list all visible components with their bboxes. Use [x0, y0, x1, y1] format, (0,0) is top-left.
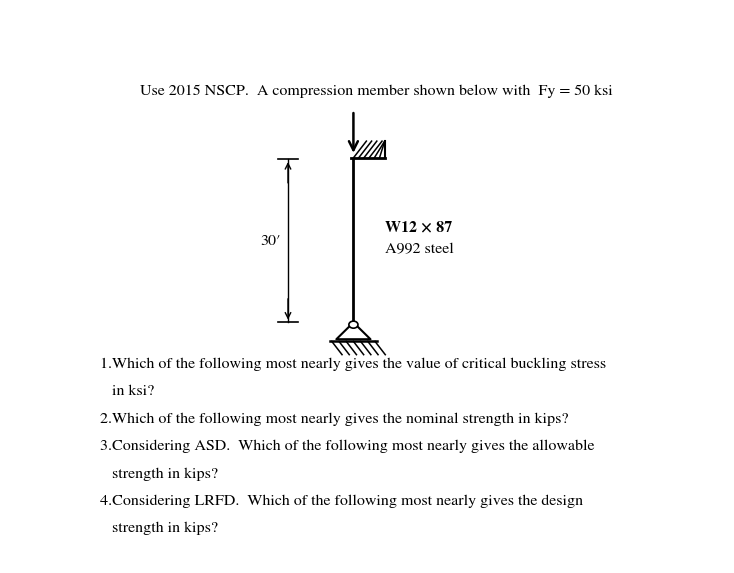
- Text: Use 2015 NSCP.  A compression member shown below with  Fy = 50 ksi: Use 2015 NSCP. A compression member show…: [139, 84, 613, 97]
- Text: A992 steel: A992 steel: [385, 243, 454, 256]
- Text: in ksi?: in ksi?: [101, 385, 155, 398]
- Text: 30′: 30′: [261, 234, 281, 248]
- Text: 2.Which of the following most nearly gives the nominal strength in kips?: 2.Which of the following most nearly giv…: [101, 413, 569, 426]
- Text: strength in kips?: strength in kips?: [101, 522, 218, 535]
- Text: 1.Which of the following most nearly gives the value of critical buckling stress: 1.Which of the following most nearly giv…: [101, 358, 606, 371]
- Text: W12 × 87: W12 × 87: [385, 221, 452, 234]
- Text: 4.Considering LRFD.  Which of the following most nearly gives the design: 4.Considering LRFD. Which of the followi…: [101, 494, 584, 508]
- Text: strength in kips?: strength in kips?: [101, 467, 218, 481]
- Text: 3.Considering ASD.  Which of the following most nearly gives the allowable: 3.Considering ASD. Which of the followin…: [101, 440, 595, 453]
- Circle shape: [349, 321, 358, 328]
